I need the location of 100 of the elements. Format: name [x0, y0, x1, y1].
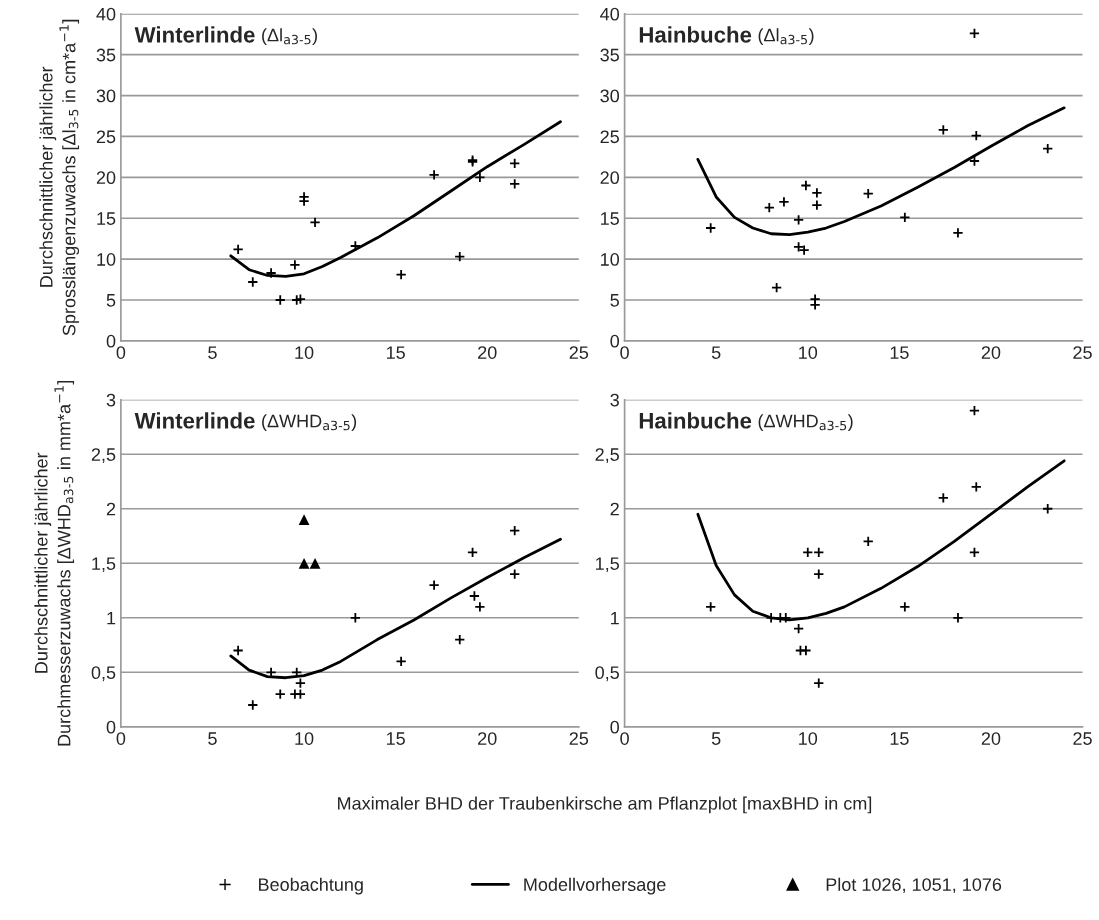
y-tick-label: 40: [600, 7, 620, 21]
y-axis-title: Durchschnittlicher jährlicher Sprosslängenzuwachs [Δl$_{3-5}$ in cm*a$^{−1}$]: [39, 19, 80, 336]
x-tick-label: 25: [1073, 732, 1092, 745]
point: [778, 196, 790, 208]
point: [968, 405, 981, 417]
y-tick-label: 10: [601, 253, 620, 266]
y-tick-label: 1: [107, 611, 116, 625]
point: [705, 601, 717, 613]
point: [970, 130, 982, 142]
y-axis-title: Durchschnittlicher jährlicher Durchmesserzuwachs [ΔWHD$_{a3-5}$ in mm*a$^{−1}$]: [34, 380, 75, 746]
point: [474, 601, 486, 613]
y-tick-label: 0: [106, 334, 116, 348]
point: [937, 492, 949, 504]
x-tick-label: 20: [981, 346, 1001, 359]
x-tick-label: 10: [799, 732, 818, 745]
point: [474, 171, 486, 183]
point: [454, 634, 466, 646]
x-tick-label: 0: [620, 346, 629, 359]
point: [798, 244, 810, 256]
x-tick-label: 5: [208, 346, 217, 359]
y-tick-label: 0: [610, 720, 620, 734]
y-tick-label: 40: [96, 7, 116, 21]
point: [468, 590, 480, 602]
point: [247, 276, 259, 288]
y-tick-label: 0: [610, 334, 620, 348]
y-tick-label: 0: [106, 720, 116, 734]
point: [395, 269, 407, 281]
x-axis-title: Maximaler BHD der Traubenkirsche am Pflanzplot [maxBHD in cm]: [338, 796, 872, 814]
point: [247, 699, 259, 711]
y-tick-label: 30: [96, 89, 116, 103]
y-tick-label: 15: [97, 212, 116, 225]
y-tick-label: 25: [96, 130, 116, 144]
x-tick-label: 15: [890, 346, 909, 359]
y-tick-label: 35: [600, 48, 619, 62]
point: [793, 214, 805, 226]
point: [899, 601, 911, 613]
y-tick-label: 35: [96, 48, 116, 62]
x-tick-label: 25: [569, 346, 589, 359]
point: [467, 546, 479, 558]
y-tick-label: 1,5: [92, 557, 116, 573]
x-tick-label: 10: [295, 346, 314, 359]
x-tick-label: 0: [620, 732, 629, 745]
point: [802, 546, 814, 558]
point: [771, 282, 783, 294]
point: [800, 179, 812, 192]
point: [952, 612, 964, 624]
text: (ΔWHD$_{a3-5}$): [262, 414, 357, 431]
chart-title: Hainbuche: [639, 412, 752, 429]
text: (ΔWHD$_{a3-5}$): [758, 414, 853, 431]
point: [937, 124, 949, 136]
line-series: [229, 120, 562, 278]
y-tick-label: 3: [106, 393, 116, 407]
chart-title: Winterlinde: [134, 412, 255, 429]
point: [1042, 143, 1054, 155]
y-tick-label: 0,5: [595, 666, 619, 682]
y-tick-label: 25: [600, 130, 619, 144]
y-tick-label: 15: [601, 212, 619, 225]
y-tick-label: 1: [611, 611, 619, 625]
x-tick-label: 5: [208, 732, 217, 745]
x-tick-label: 20: [981, 732, 1001, 745]
legend-label: Beobachtung: [259, 877, 363, 895]
point: [395, 655, 407, 667]
point: [811, 187, 823, 199]
point: [509, 178, 521, 190]
point: [232, 243, 244, 255]
point: [509, 157, 521, 169]
text: (Δl$_{a3-5}$): [758, 28, 814, 46]
point: [454, 251, 466, 263]
point: [428, 169, 440, 181]
point: [274, 688, 286, 700]
point: [309, 557, 321, 569]
point: [968, 27, 981, 39]
x-tick-label: 10: [799, 346, 818, 359]
x-tick-label: 25: [1073, 346, 1092, 359]
y-tick-label: 2,5: [595, 448, 619, 464]
x-tick-label: 0: [116, 732, 126, 745]
y-tick-label: 2,5: [91, 448, 116, 464]
point: [800, 644, 812, 657]
point: [274, 294, 286, 306]
point: [705, 222, 717, 234]
point: [968, 546, 981, 558]
point: [298, 514, 310, 526]
y-tick-label: 1,5: [596, 557, 619, 573]
point: [298, 557, 310, 569]
y-tick-label: 5: [610, 294, 619, 307]
point: [265, 267, 277, 279]
point: [813, 568, 825, 580]
x-tick-label: 5: [711, 732, 721, 745]
x-tick-label: 15: [386, 346, 405, 359]
y-tick-label: 2: [610, 502, 619, 516]
x-tick-label: 5: [711, 346, 721, 359]
text: (Δl$_{a3-5}$): [262, 28, 317, 46]
point: [809, 299, 821, 311]
point: [232, 644, 244, 657]
line-series: [696, 459, 1066, 622]
line-series: [229, 537, 562, 680]
x-tick-label: 25: [569, 732, 589, 745]
legend-label: Plot 1026, 1051, 1076: [826, 877, 1002, 894]
chart-title: Winterlinde: [134, 26, 255, 43]
point: [349, 240, 361, 252]
